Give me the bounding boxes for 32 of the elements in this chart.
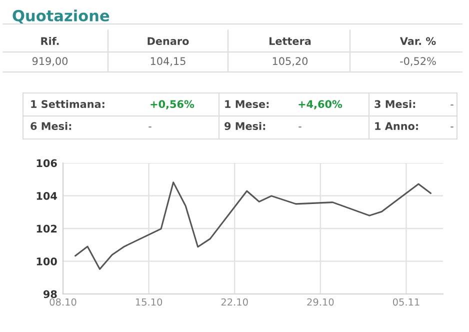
x-tick-label: 05.11 — [392, 298, 420, 306]
text: -0,52% — [400, 57, 436, 66]
x-tick-label: 22.10 — [221, 298, 248, 306]
text: Var. % — [400, 37, 436, 46]
text: Denaro — [148, 37, 189, 46]
x-tick-label: 29.10 — [307, 298, 334, 306]
line-series — [74, 182, 432, 270]
text: - — [450, 104, 454, 106]
text: 6 Mesi: — [30, 122, 72, 130]
text: - — [450, 126, 454, 128]
text: 919,00 — [32, 57, 68, 66]
y-tick-label: 98 — [43, 290, 57, 298]
text: Rif. — [41, 36, 59, 45]
text: +4,60% — [298, 100, 342, 110]
x-tick-label: 08.10 — [50, 298, 76, 306]
x-tick-label: 15.10 — [136, 298, 162, 306]
text: 3 Mesi: — [374, 100, 416, 108]
text: - — [298, 126, 302, 128]
text: 104,15 — [150, 57, 186, 66]
y-tick-label: 100 — [36, 257, 57, 266]
text: 9 Mesi: — [224, 122, 266, 130]
y-tick-label: 106 — [36, 159, 57, 168]
text: +0,56% — [150, 100, 194, 110]
y-tick-label: 104 — [36, 192, 57, 200]
text: 1 Mese: — [225, 100, 269, 108]
text: 1 Settimana: — [31, 100, 104, 108]
text: 1 Anno: — [375, 122, 418, 130]
text: - — [148, 126, 152, 128]
chart-title: Quotazione — [12, 10, 110, 24]
y-tick-label: 102 — [36, 224, 57, 233]
text: Lettera — [270, 37, 311, 46]
text: 105,20 — [272, 57, 308, 66]
